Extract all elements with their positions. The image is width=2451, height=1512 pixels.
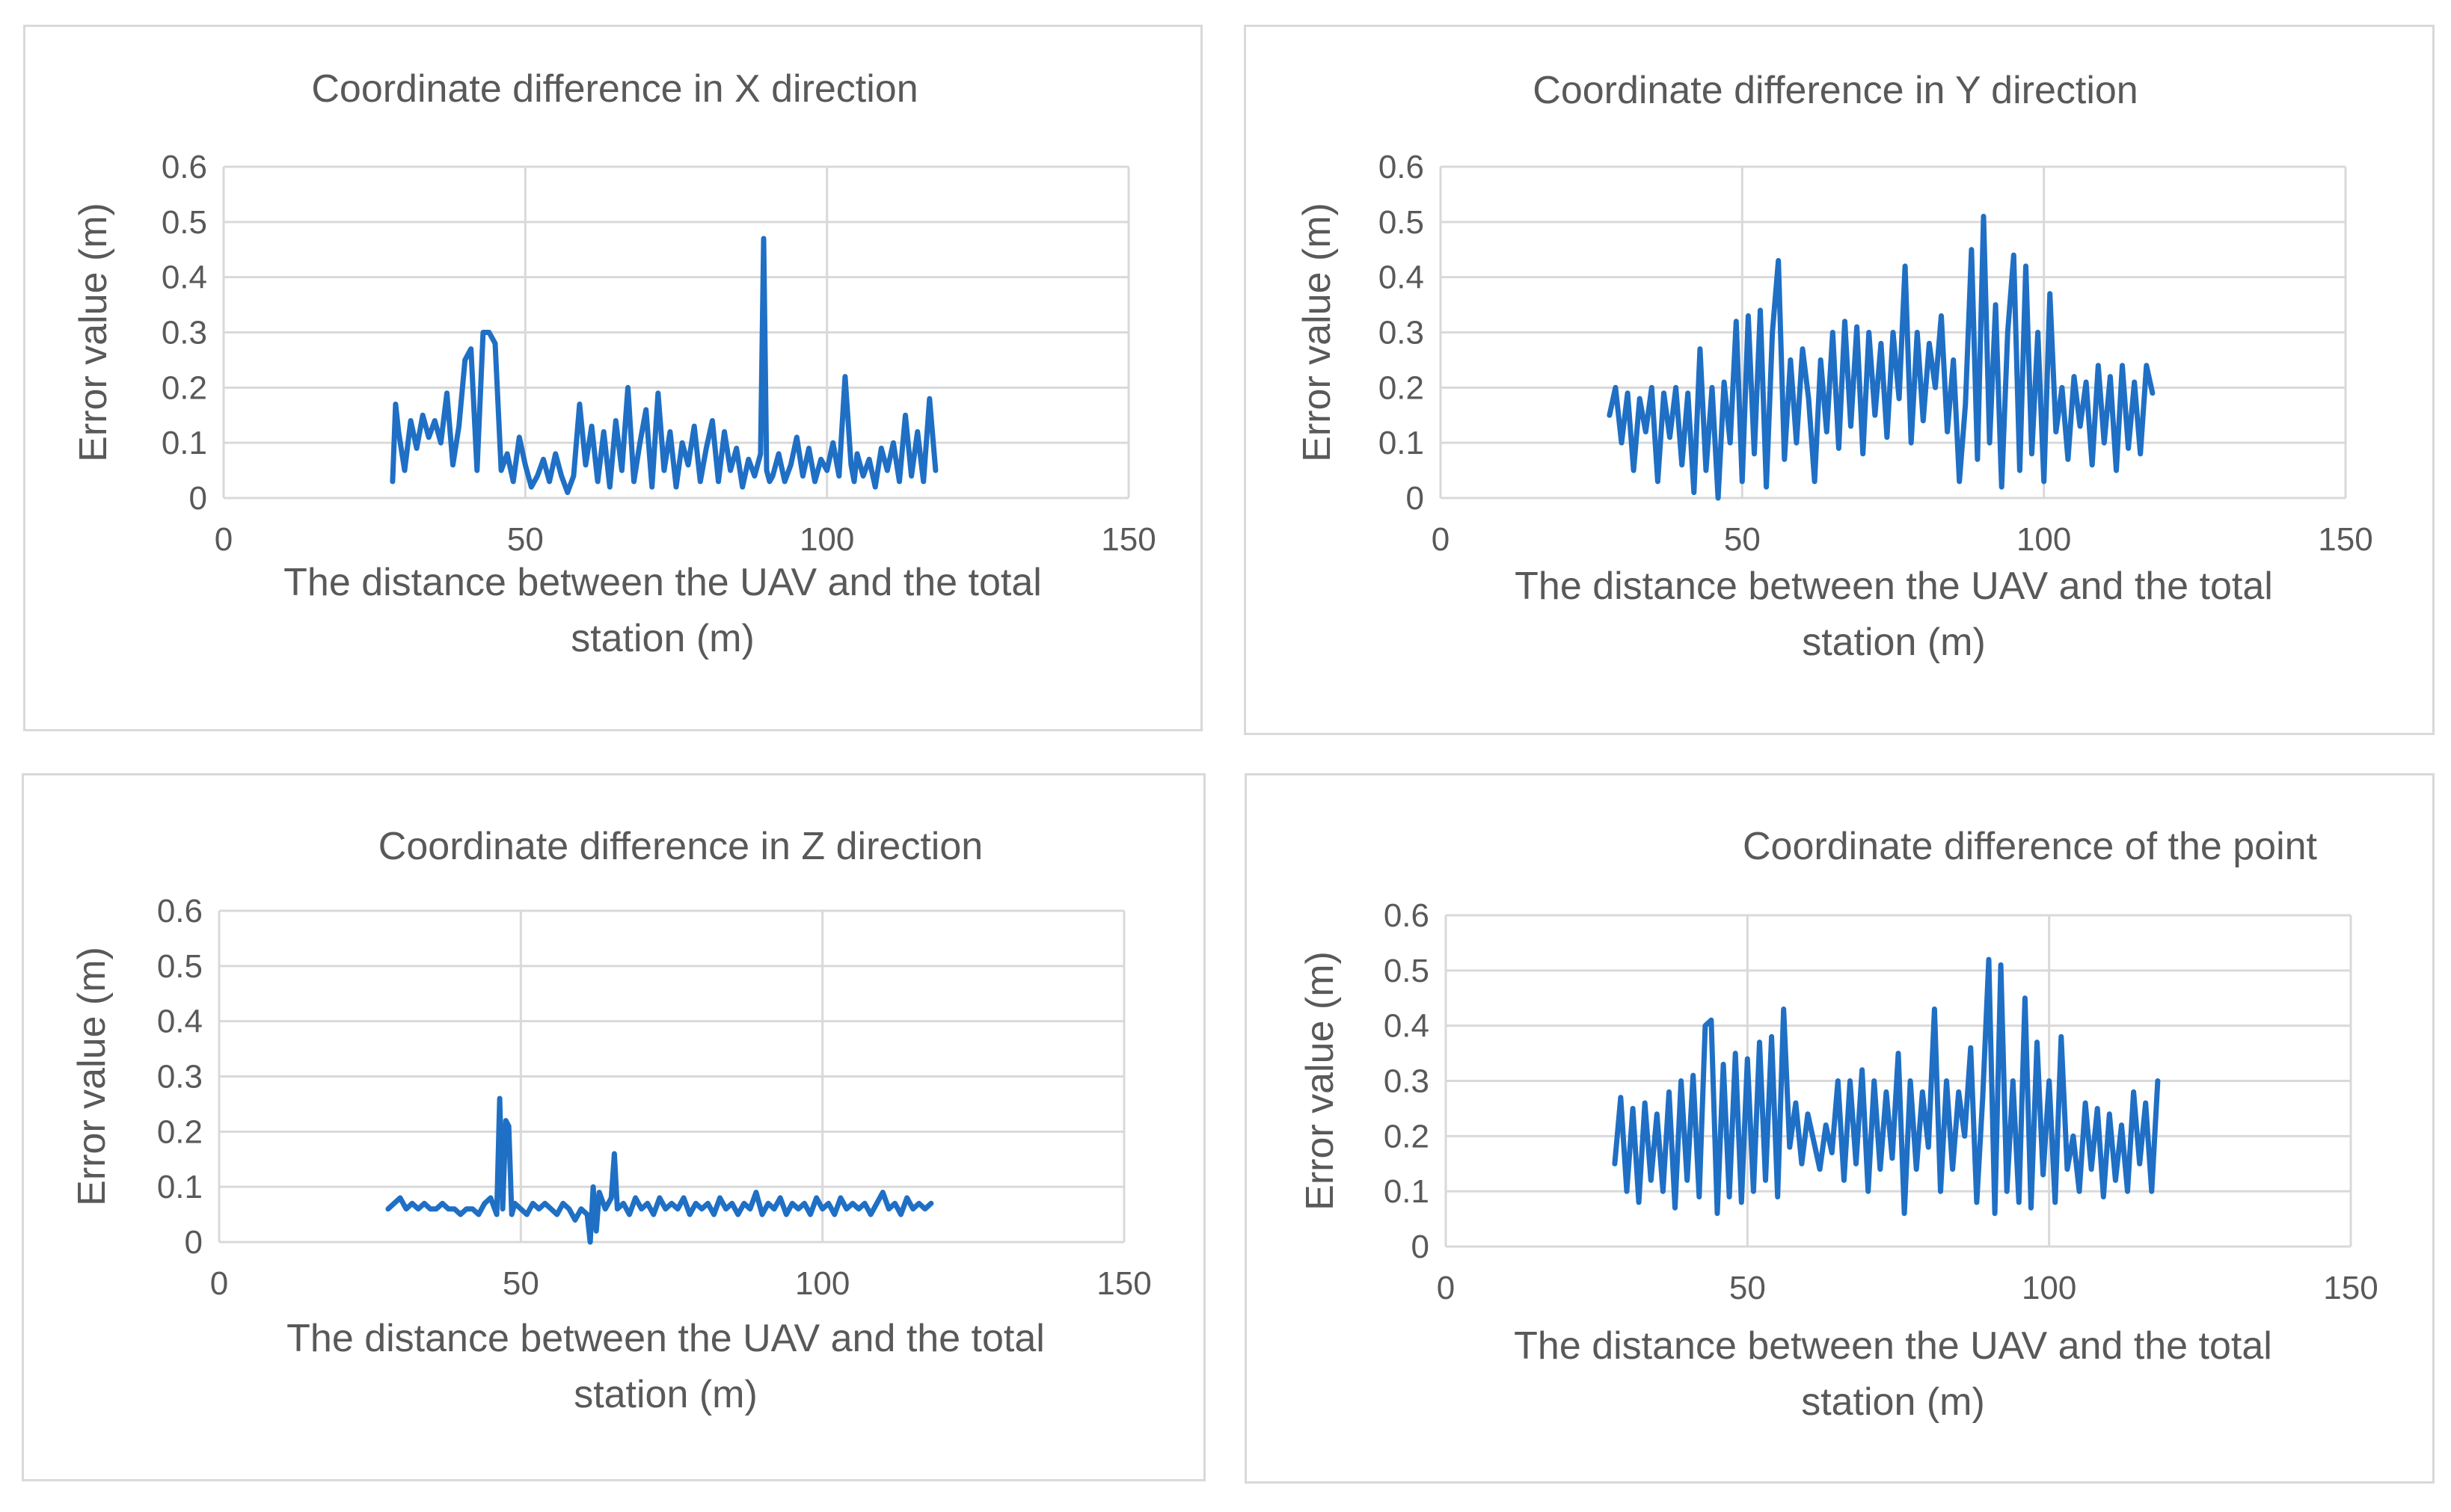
chart-title: Coordinate difference in Z direction — [378, 825, 983, 868]
y-tick-label: 0.1 — [157, 1169, 203, 1205]
chart-point: Coordinate difference of the point 0 0.1 0.… — [1298, 825, 2378, 1424]
y-tick-label: 0.1 — [1378, 425, 1424, 461]
x-axis-label: station (m) — [1801, 1380, 1985, 1424]
y-tick-label: 0.3 — [1384, 1063, 1429, 1100]
y-tick-label: 0.4 — [162, 259, 207, 296]
x-tick-label: 100 — [2022, 1270, 2076, 1306]
x-tick-label: 0 — [1432, 521, 1450, 558]
y-axis-label: Error value (m) — [72, 203, 115, 462]
x-tick-label: 0 — [1437, 1270, 1455, 1306]
y-tick-label: 0.3 — [157, 1059, 203, 1095]
panel-y-direction: Coordinate difference in Y direction 0 0.1… — [1244, 25, 2435, 735]
x-axis-label: The distance between the UAV and the tot… — [1515, 565, 2273, 608]
series-line — [1612, 956, 2161, 1217]
x-tick-label: 100 — [2016, 521, 2071, 558]
panel-x-direction: Coordinate difference in X direction 0 0.1… — [23, 25, 1203, 731]
y-tick-label: 0.2 — [1378, 369, 1424, 406]
y-tick-label: 0 — [185, 1224, 203, 1261]
y-tick-label: 0 — [1411, 1229, 1429, 1265]
y-tick-label: 0.2 — [1384, 1118, 1429, 1155]
series-line — [385, 1095, 934, 1245]
chart-y-direction: Coordinate difference in Y direction 0 0.1… — [1295, 69, 2373, 664]
y-axis-label: Error value (m) — [1295, 203, 1339, 462]
y-tick-label: 0.5 — [157, 948, 203, 985]
y-tick-label: 0.5 — [1378, 204, 1424, 241]
x-tick-label: 100 — [795, 1265, 850, 1302]
y-tick-label: 0.3 — [1378, 315, 1424, 351]
y-tick-label: 0.5 — [1384, 953, 1429, 989]
chart-title: Coordinate difference of the point — [1743, 825, 2318, 868]
y-tick-label: 0 — [189, 480, 207, 517]
y-axis-label: Error value (m) — [70, 947, 114, 1206]
x-tick-label: 100 — [800, 521, 854, 558]
x-tick-label: 50 — [1729, 1270, 1766, 1306]
x-tick-label: 50 — [1724, 521, 1761, 558]
panel-point: Coordinate difference of the point 0 0.1 0.… — [1245, 773, 2435, 1484]
y-tick-label: 0.1 — [162, 425, 207, 461]
y-tick-label: 0.3 — [162, 315, 207, 351]
x-tick-label: 150 — [1101, 521, 1156, 558]
y-tick-label: 0.4 — [1378, 259, 1424, 296]
y-tick-label: 0.5 — [162, 204, 207, 241]
x-tick-label: 0 — [215, 521, 233, 558]
chart-title: Coordinate difference in X direction — [311, 67, 918, 111]
series-line — [1607, 213, 2156, 501]
x-axis-label: station (m) — [1802, 621, 1986, 664]
x-tick-label: 50 — [503, 1265, 539, 1302]
chart-title: Coordinate difference in Y direction — [1533, 69, 2138, 112]
y-tick-label: 0.6 — [157, 893, 203, 929]
series-line — [390, 236, 939, 496]
y-tick-label: 0.6 — [162, 149, 207, 185]
x-axis-label: station (m) — [574, 1373, 758, 1416]
x-axis-label: The distance between the UAV and the tot… — [283, 561, 1042, 604]
x-tick-label: 150 — [1096, 1265, 1151, 1302]
y-tick-label: 0.6 — [1378, 149, 1424, 185]
x-tick-label: 150 — [2318, 521, 2372, 558]
chart-x-direction: Coordinate difference in X direction 0 0.1… — [72, 67, 1156, 660]
y-tick-label: 0.4 — [157, 1004, 203, 1040]
y-tick-label: 0 — [1406, 480, 1424, 517]
x-tick-label: 50 — [507, 521, 544, 558]
y-tick-label: 0.1 — [1384, 1173, 1429, 1210]
x-axis-label: station (m) — [571, 617, 755, 660]
panel-z-direction: Coordinate difference in Z direction 0 0.1… — [22, 773, 1206, 1481]
x-tick-label: 0 — [210, 1265, 228, 1302]
y-tick-label: 0.6 — [1384, 897, 1429, 934]
x-axis-label: The distance between the UAV and the tot… — [1514, 1324, 2272, 1368]
x-tick-label: 150 — [2323, 1270, 2378, 1306]
y-tick-label: 0.2 — [157, 1113, 203, 1150]
y-tick-label: 0.2 — [162, 369, 207, 406]
x-axis-label: The distance between the UAV and the tot… — [286, 1317, 1045, 1360]
y-axis-label: Error value (m) — [1298, 951, 1342, 1211]
y-tick-label: 0.4 — [1384, 1008, 1429, 1045]
chart-z-direction: Coordinate difference in Z direction 0 0.1… — [70, 825, 1152, 1416]
